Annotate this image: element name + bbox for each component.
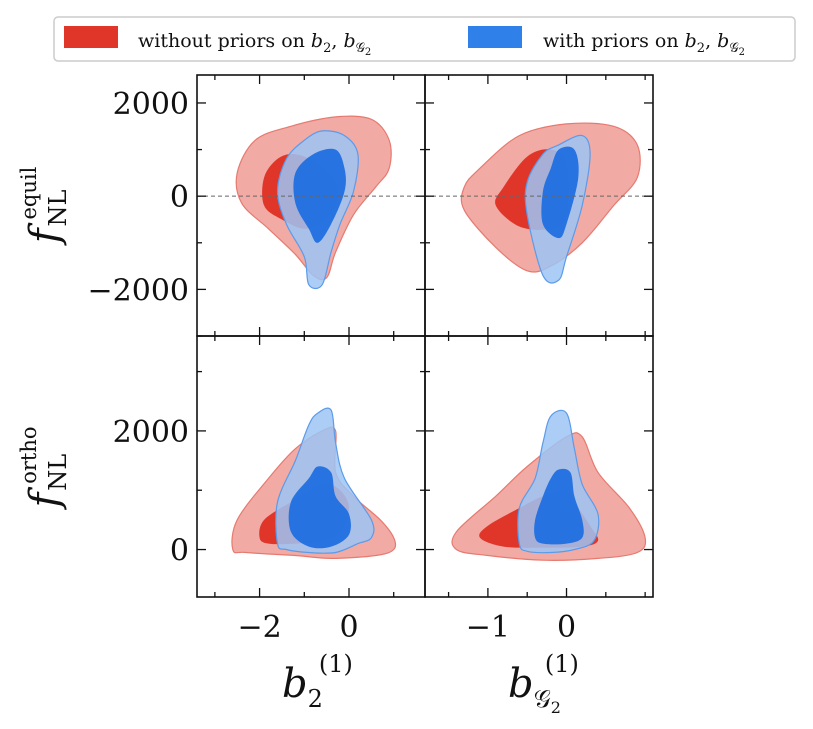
- legend-swatch-with-priors: [468, 26, 522, 48]
- y-tick-label: 2000: [113, 87, 189, 122]
- x-axis-label-bG2: b𝒢2(1): [508, 650, 579, 717]
- contour-with-inner: [288, 466, 351, 549]
- svg-text:fNLortho: fNLortho: [17, 426, 72, 510]
- svg-text:fNLequil: fNLequil: [17, 166, 72, 246]
- svg-text:b𝒢2(1): b𝒢2(1): [508, 650, 579, 717]
- panel-bG2-fNL_ortho: −1 0: [424, 335, 654, 645]
- contour-with-inner: [541, 146, 579, 239]
- panel-contours: [235, 115, 392, 290]
- legend-label-with-priors: with priors on b2, b𝒢2: [543, 30, 745, 58]
- contour-with-inner: [534, 468, 584, 545]
- panel-contours: [231, 407, 397, 560]
- x-tick-label: 0: [557, 610, 576, 645]
- x-tick-label: −1: [466, 610, 510, 645]
- panel-contours: [451, 409, 647, 561]
- y-tick-label: −2000: [88, 273, 189, 308]
- x-tick-label: 0: [339, 610, 358, 645]
- panels-group: −2000 0 2000 −2 0 0 2000 −1 0: [88, 74, 654, 645]
- panel-b2-fNL_equil: −2000 0 2000: [88, 74, 426, 337]
- legend-swatch-without-priors: [64, 26, 118, 48]
- panel-bG2-fNL_equil: [424, 74, 654, 337]
- panel-b2-fNL_ortho: −2 0 0 2000: [113, 335, 426, 645]
- y-axis-label-fnl-equil: fNLequil: [17, 166, 72, 246]
- panel-frame: [424, 335, 654, 598]
- legend-label-without-priors: without priors on b2, b𝒢2: [138, 30, 371, 58]
- legend-frame: [53, 16, 796, 62]
- legend: without priors on b2, b𝒢2 with priors on…: [53, 16, 796, 62]
- svg-text:b2(1): b2(1): [282, 650, 353, 713]
- y-tick-label: 0: [170, 180, 189, 215]
- x-tick-label: −2: [237, 610, 281, 645]
- y-axis-label-fnl-ortho: fNLortho: [17, 426, 72, 510]
- panel-contours: [460, 122, 641, 284]
- x-axis-label-b2: b2(1): [282, 650, 353, 713]
- y-tick-label: 2000: [113, 415, 189, 450]
- y-tick-label: 0: [170, 534, 189, 569]
